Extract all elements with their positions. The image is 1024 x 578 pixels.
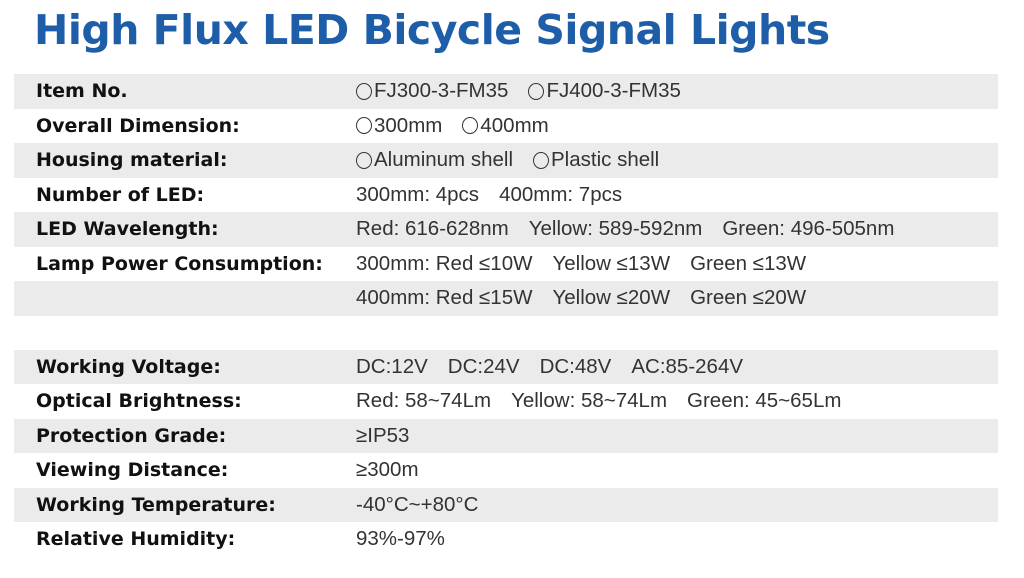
spec-table: Item No. FJ300-3-FM35 FJ400-3-FM35 Overa…	[14, 74, 998, 557]
spec-value: ≥IP53	[356, 419, 409, 454]
value-text: ≥300m	[356, 458, 419, 482]
radio-circle-icon[interactable]	[528, 82, 545, 100]
spec-value: 300mm 400mm	[356, 109, 549, 144]
spec-label: Lamp Power Consumption:	[36, 252, 323, 275]
value-text: Green: 45~65Lm	[687, 389, 842, 413]
spec-value: Aluminum shell Plastic shell	[356, 143, 659, 178]
page-title: High Flux LED Bicycle Signal Lights	[34, 6, 830, 54]
value-text: Red: 616-628nm	[356, 217, 509, 241]
spec-row-lamp-power-consumption: Lamp Power Consumption: 300mm: Red ≤10W …	[14, 247, 998, 282]
value-text: Yellow: 589-592nm	[528, 217, 703, 241]
spec-label: Optical Brightness:	[36, 390, 242, 413]
value-text: 93%-97%	[356, 527, 445, 551]
radio-circle-icon[interactable]	[462, 117, 479, 135]
radio-circle-icon[interactable]	[356, 117, 372, 135]
option-text: Plastic shell	[551, 148, 660, 172]
value-text: 300mm: Red ≤10W	[356, 251, 533, 275]
spec-value: 400mm: Red ≤15W Yellow ≤20W Green ≤20W	[356, 281, 806, 316]
spec-value: Red: 58~74Lm Yellow: 58~74Lm Green: 45~6…	[356, 384, 841, 419]
spec-row-overall-dimension: Overall Dimension: 300mm 400mm	[14, 109, 998, 144]
value-text: AC:85-264V	[631, 354, 744, 378]
value-text: ≥IP53	[356, 423, 410, 447]
spec-label: Working Voltage:	[36, 355, 221, 378]
value-text: DC:24V	[447, 354, 520, 378]
option-text: FJ300-3-FM35	[374, 79, 509, 103]
spec-row-item-no: Item No. FJ300-3-FM35 FJ400-3-FM35	[14, 74, 998, 109]
spec-value: 300mm: 4pcs 400mm: 7pcs	[356, 178, 622, 213]
spec-row-relative-humidity: Relative Humidity: 93%-97%	[14, 522, 998, 557]
spec-row-housing-material: Housing material: Aluminum shell Plastic…	[14, 143, 998, 178]
spec-row-led-wavelength: LED Wavelength: Red: 616-628nm Yellow: 5…	[14, 212, 998, 247]
spec-label: Item No.	[36, 80, 128, 103]
spec-label: Working Temperature:	[36, 493, 276, 516]
spec-value: 300mm: Red ≤10W Yellow ≤13W Green ≤13W	[356, 247, 806, 282]
spec-label: Relative Humidity:	[36, 528, 236, 551]
value-text: -40°C~+80°C	[356, 492, 479, 516]
spec-label: Housing material:	[36, 149, 228, 172]
spec-label: Protection Grade:	[36, 424, 227, 447]
spec-value: FJ300-3-FM35 FJ400-3-FM35	[356, 74, 681, 109]
value-text: Red: 58~74Lm	[356, 389, 492, 413]
value-text: Yellow ≤20W	[552, 286, 671, 310]
radio-circle-icon[interactable]	[356, 151, 372, 169]
spec-row-viewing-distance: Viewing Distance: ≥300m	[14, 453, 998, 488]
value-text: DC:12V	[356, 354, 428, 378]
spec-label: Viewing Distance:	[36, 459, 229, 482]
spec-label: LED Wavelength:	[36, 218, 219, 241]
value-text: 400mm: Red ≤15W	[356, 286, 533, 310]
value-text: Yellow: 58~74Lm	[511, 389, 668, 413]
spec-row-lamp-power-consumption-400: 400mm: Red ≤15W Yellow ≤20W Green ≤20W	[14, 281, 998, 316]
option-text: Aluminum shell	[374, 148, 513, 172]
value-text: 300mm: 4pcs	[356, 182, 480, 206]
spec-value: Red: 616-628nm Yellow: 589-592nm Green: …	[356, 212, 894, 247]
spec-label: Overall Dimension:	[36, 114, 240, 137]
value-text: 400mm: 7pcs	[499, 182, 623, 206]
radio-circle-icon[interactable]	[356, 82, 372, 100]
section-divider	[14, 316, 998, 350]
spec-value: 93%-97%	[356, 522, 445, 557]
spec-row-protection-grade: Protection Grade: ≥IP53	[14, 418, 998, 454]
value-text: Green: 496-505nm	[722, 217, 895, 241]
value-text: DC:48V	[539, 354, 612, 378]
option-text: 300mm	[374, 113, 443, 137]
spec-value: -40°C~+80°C	[356, 488, 478, 523]
option-text: 400mm	[480, 113, 549, 137]
spec-row-working-voltage: Working Voltage: DC:12V DC:24V DC:48V AC…	[14, 349, 998, 385]
radio-circle-icon[interactable]	[533, 151, 549, 169]
spec-value: ≥300m	[356, 453, 419, 488]
value-text: Green ≤13W	[690, 251, 807, 275]
spec-row-optical-brightness: Optical Brightness: Red: 58~74Lm Yellow:…	[14, 384, 998, 419]
value-text: Yellow ≤13W	[552, 251, 671, 275]
spec-label: Number of LED:	[36, 183, 205, 206]
spec-row-working-temperature: Working Temperature: -40°C~+80°C	[14, 487, 998, 523]
spec-value: DC:12V DC:24V DC:48V AC:85-264V	[356, 350, 743, 385]
spec-row-number-of-led: Number of LED: 300mm: 4pcs 400mm: 7pcs	[14, 178, 998, 213]
value-text: Green ≤20W	[690, 286, 807, 310]
option-text: FJ400-3-FM35	[546, 79, 681, 103]
